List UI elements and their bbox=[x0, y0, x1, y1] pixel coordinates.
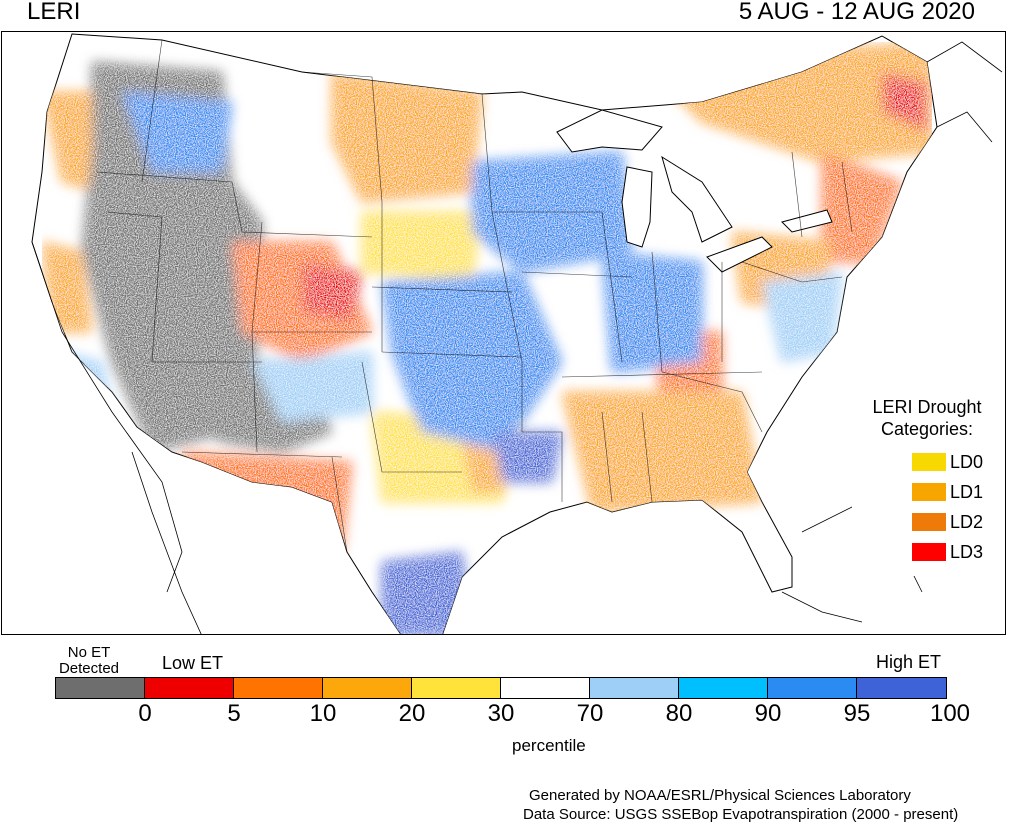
colorbar-tick-95: 95 bbox=[843, 700, 871, 727]
ld1-swatch bbox=[912, 483, 946, 501]
legend-title: LERI Drought Categories: bbox=[852, 396, 1002, 440]
ld1-label: LD1 bbox=[950, 481, 984, 502]
colorbar-tick-30: 30 bbox=[487, 700, 515, 727]
drought-category-legend: LERI Drought Categories: LD0 LD1 LD2 LD3 bbox=[852, 396, 1002, 576]
legend-title-line2: Categories: bbox=[880, 419, 974, 439]
colorbar-segment-5-10 bbox=[234, 678, 323, 698]
colorbar-segment-80-90 bbox=[679, 678, 768, 698]
no-et-label: No ET Detected bbox=[48, 645, 130, 677]
colorbar-segment-20-30 bbox=[412, 678, 501, 698]
colorbar-tick-70: 70 bbox=[576, 700, 604, 727]
ld0-swatch bbox=[912, 453, 946, 471]
no-et-line1: No ET bbox=[67, 644, 111, 661]
colorbar-unit-label: percentile bbox=[512, 736, 586, 755]
colorbar-segment-70-80 bbox=[590, 678, 679, 698]
ld3-label: LD3 bbox=[950, 541, 984, 562]
colorbar-tick-10: 10 bbox=[309, 700, 337, 727]
leri-map bbox=[1, 31, 1006, 635]
legend-item-ld1: LD1 bbox=[912, 482, 983, 502]
high-et-label: High ET bbox=[876, 652, 942, 672]
colorbar-segment-30-70 bbox=[501, 678, 590, 698]
colorbar-tick-90: 90 bbox=[754, 700, 782, 727]
legend-item-ld0: LD0 bbox=[912, 452, 983, 472]
date-range: 5 AUG - 12 AUG 2020 bbox=[738, 0, 975, 25]
colorbar-segment-no-et bbox=[56, 678, 145, 698]
legend-item-ld2: LD2 bbox=[912, 512, 983, 532]
credit-generated-by: Generated by NOAA/ESRL/Physical Sciences… bbox=[529, 787, 911, 804]
us-leri-map-graphic bbox=[31, 33, 1003, 634]
legend-title-line1: LERI Drought bbox=[872, 397, 982, 417]
colorbar-tick-0: 0 bbox=[138, 700, 152, 727]
credit-data-source: Data Source: USGS SSEBop Evapotranspirat… bbox=[523, 806, 959, 823]
no-et-line2: Detected bbox=[58, 660, 120, 677]
colorbar-segment-10-20 bbox=[323, 678, 412, 698]
credits: Generated by NOAA/ESRL/Physical Sciences… bbox=[523, 786, 958, 824]
ld2-label: LD2 bbox=[950, 511, 984, 532]
colorbar-segment-0-5 bbox=[145, 678, 234, 698]
colorbar-segment-95-100 bbox=[857, 678, 946, 698]
ld3-swatch bbox=[912, 543, 946, 561]
colorbar-tick-20: 20 bbox=[398, 700, 426, 727]
colorbar-tick-5: 5 bbox=[227, 700, 241, 727]
colorbar-segment-90-95 bbox=[768, 678, 857, 698]
colorbar-tick-100: 100 bbox=[929, 700, 971, 727]
ld2-swatch bbox=[912, 513, 946, 531]
ld0-label: LD0 bbox=[950, 451, 984, 472]
percentile-colorbar bbox=[55, 677, 947, 699]
legend-item-ld3: LD3 bbox=[912, 542, 983, 562]
low-et-label: Low ET bbox=[162, 653, 224, 673]
map-title: LERI bbox=[27, 0, 81, 25]
colorbar-tick-80: 80 bbox=[665, 700, 693, 727]
